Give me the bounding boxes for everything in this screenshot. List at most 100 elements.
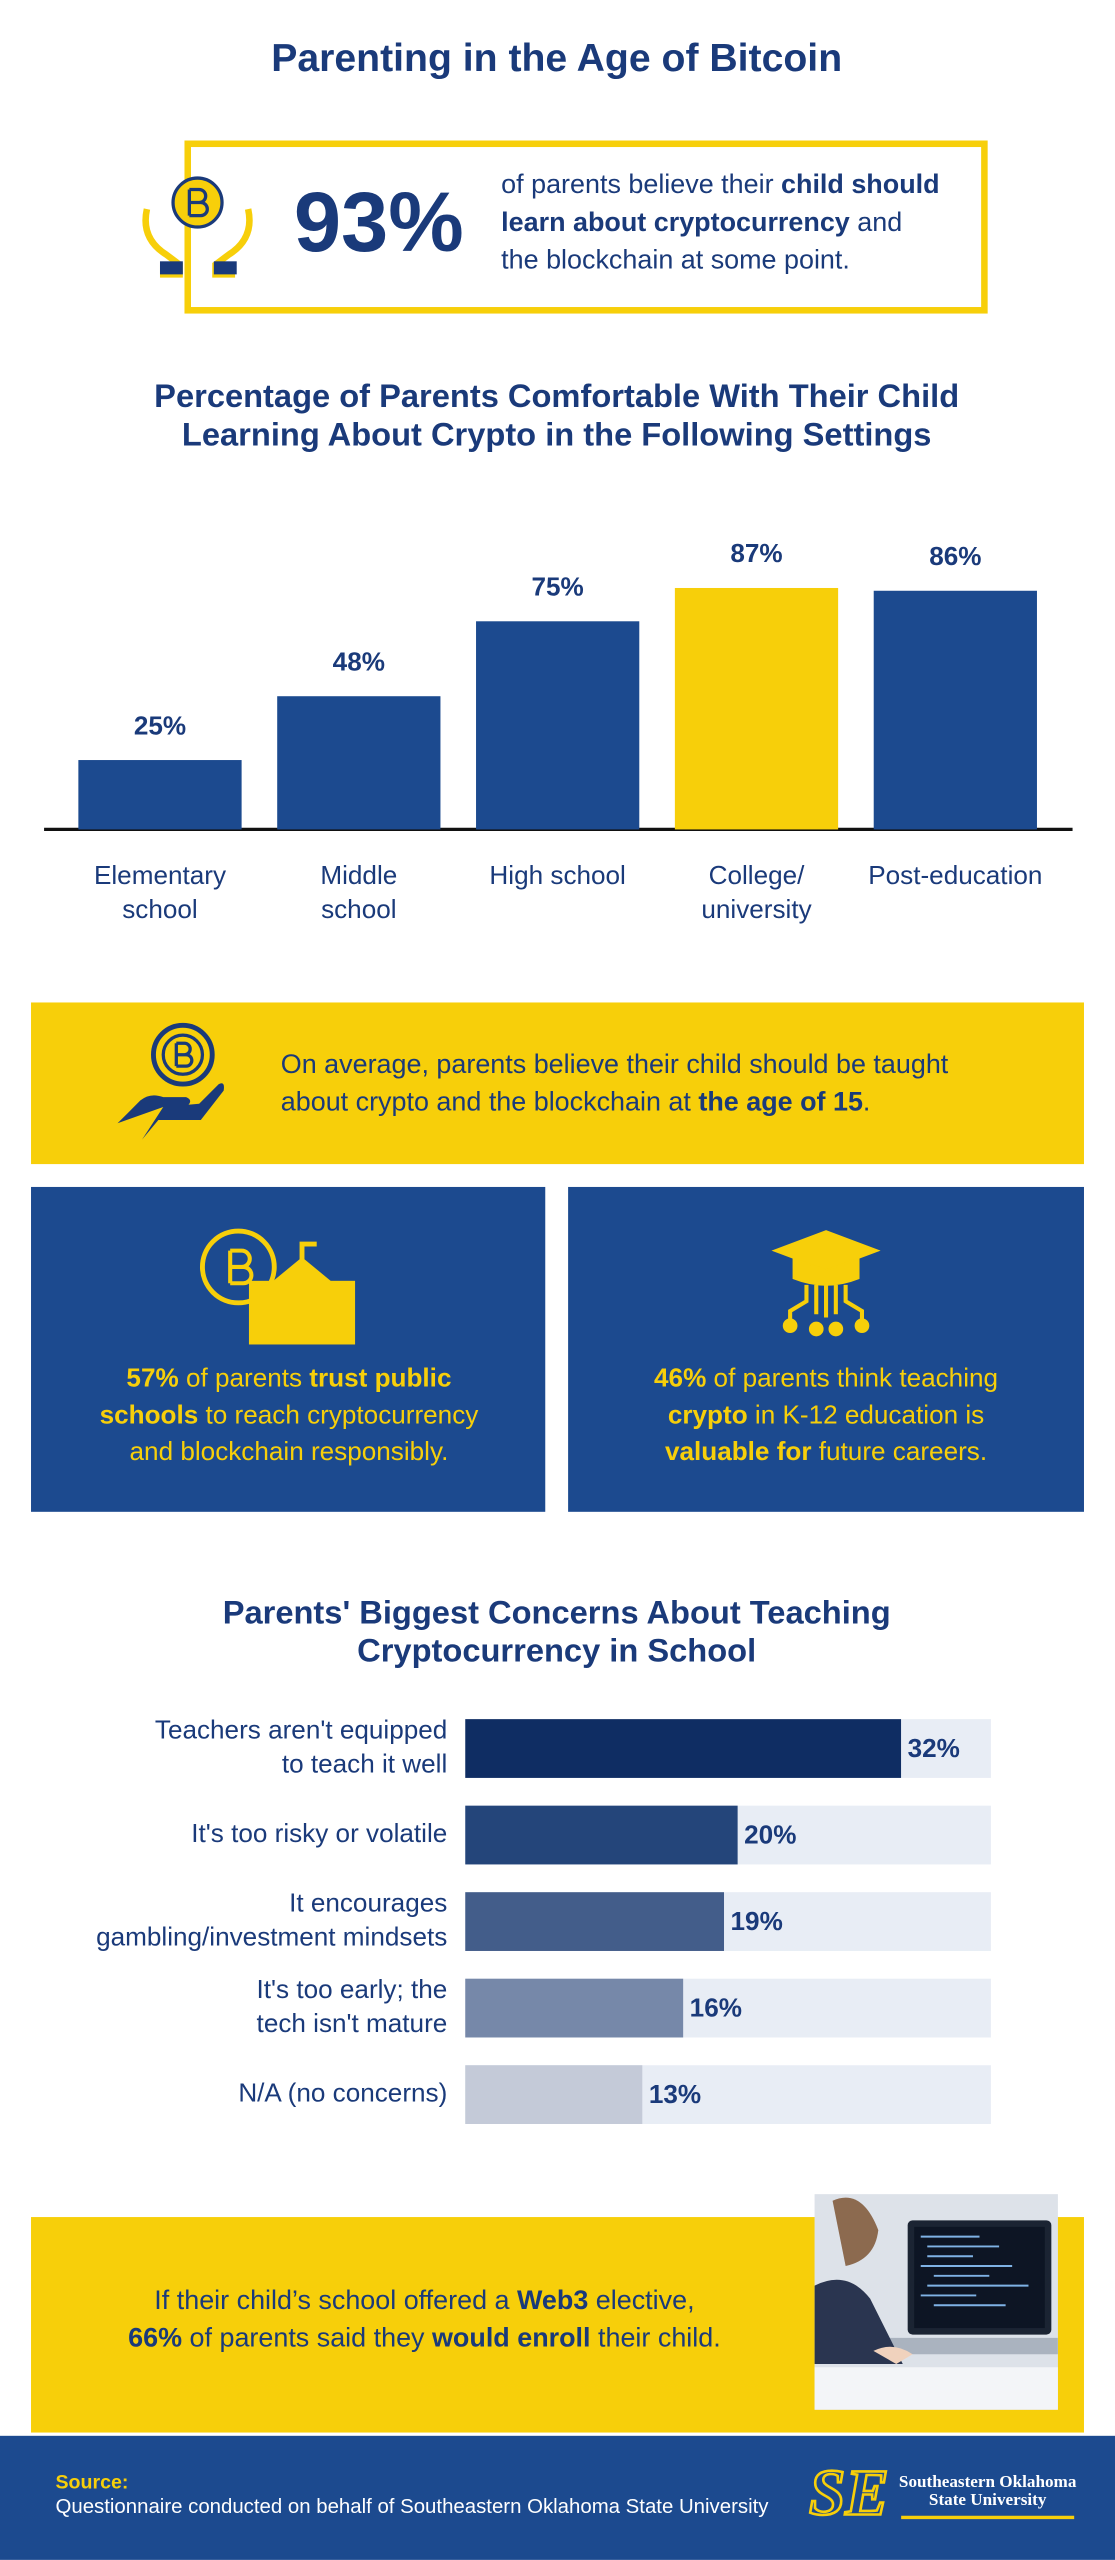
value-label: 16% [690, 1993, 742, 2023]
text-run: of parents [179, 1362, 310, 1392]
category-label: Post-education [868, 860, 1042, 890]
text-run: their child. [591, 2323, 721, 2353]
bar [465, 2065, 643, 2125]
graduation-icon [771, 1230, 881, 1337]
bar [465, 1719, 902, 1778]
category-label-line: university [701, 894, 811, 924]
text-line: crypto in K-12 education is [668, 1399, 984, 1429]
text-run: of parents said they [182, 2323, 432, 2353]
page-title: Parenting in the Age of Bitcoin [271, 37, 842, 80]
text-run: about crypto and the blockchain at [281, 1087, 699, 1117]
text-line: valuable for future careers. [665, 1436, 987, 1466]
value-label: 20% [744, 1820, 796, 1850]
bar [674, 587, 839, 830]
text-line: learn about cryptocurrency and [501, 207, 902, 237]
text-run: trust public [309, 1362, 451, 1392]
value-label: 32% [908, 1733, 960, 1763]
source-label: Source: [56, 2471, 129, 2493]
text-line: the blockchain at some point. [501, 244, 850, 274]
value-label: 87% [730, 538, 782, 568]
hand-coin-icon [117, 1022, 224, 1140]
chart-title: Learning About Crypto in the Following S… [182, 415, 931, 452]
category-label: It encourages gambling/investment mindset… [96, 1887, 447, 1951]
category-label: High school [489, 860, 625, 890]
category-label: Elementary school [94, 860, 226, 924]
text-run: 57% [126, 1362, 178, 1392]
text-run: of parents think teaching [706, 1362, 998, 1392]
text-run: 66% [128, 2323, 182, 2353]
bar [873, 590, 1037, 830]
text-run: child should [781, 169, 940, 199]
category-label: Middle school [320, 860, 397, 924]
text-run: 46% [654, 1362, 706, 1392]
value-label: 48% [333, 646, 385, 676]
text-line: 57% of parents trust public [126, 1362, 451, 1392]
text-line: schools to reach cryptocurrency [100, 1399, 479, 1429]
text-run: to reach cryptocurrency [198, 1399, 478, 1429]
category-label-line: school [122, 894, 197, 924]
text-run: and blockchain responsibly. [130, 1436, 449, 1466]
text-run: of parents believe their [501, 169, 781, 199]
category-label-line: gambling/investment mindsets [96, 1922, 447, 1952]
stat-box [184, 140, 988, 314]
value-label: 25% [134, 710, 186, 740]
text-line: and blockchain responsibly. [130, 1436, 449, 1466]
category-label: It's too early; the tech isn't mature [257, 1974, 448, 2038]
value-label: 75% [532, 572, 584, 602]
bar [465, 1978, 684, 2038]
text-run: the age of 15 [698, 1087, 863, 1117]
category-label: College/university [701, 860, 811, 924]
text-run: schools [100, 1399, 199, 1429]
text-line: 66% of parents said they would enroll th… [128, 2323, 721, 2353]
text-run: would enroll [431, 2323, 591, 2353]
text-line: On average, parents believe their child … [281, 1049, 949, 1079]
text-run: elective, [588, 2285, 694, 2315]
text-line: about crypto and the blockchain at the a… [281, 1087, 871, 1117]
category-label-line: It encourages [289, 1887, 447, 1917]
text-run: . [863, 1087, 870, 1117]
text-run: future careers. [812, 1436, 988, 1466]
photo [814, 2194, 1058, 2410]
text-line: If their child’s school offered a Web3 e… [154, 2285, 694, 2315]
text-run: valuable for [665, 1436, 812, 1466]
logo-monogram: SE [809, 2457, 889, 2529]
text-run: in K-12 education is [748, 1399, 985, 1429]
bar [465, 1805, 738, 1865]
category-label-line: N/A (no concerns) [238, 2078, 447, 2108]
text-line: 46% of parents think teaching [654, 1362, 998, 1392]
chart-title: Percentage of Parents Comfortable With T… [154, 377, 959, 414]
category-label: Teachers aren't equipped to teach it well [155, 1714, 447, 1778]
source-text: Questionnaire conducted on behalf of Sou… [56, 2496, 770, 2518]
bar [476, 621, 640, 830]
category-label-line: It's too risky or volatile [191, 1818, 447, 1848]
chart-title: Cryptocurrency in School [357, 1632, 756, 1669]
category-label-line: Post-education [868, 860, 1042, 890]
text-run: On average, parents believe their child … [281, 1049, 949, 1079]
category-label-line: Middle [320, 860, 397, 890]
text-run: and [850, 207, 902, 237]
chart-title: Parents' Biggest Concerns About Teaching [223, 1593, 891, 1630]
bar [277, 696, 441, 830]
category-label-line: Teachers aren't equipped [155, 1714, 447, 1744]
category-label-line: It's too early; the [257, 1974, 448, 2004]
category-label-line: tech isn't mature [257, 2008, 448, 2038]
text-run: Web3 [517, 2285, 588, 2315]
age-callout-box [31, 1002, 1084, 1165]
bar [465, 1892, 725, 1951]
stat-card [31, 1186, 546, 1512]
hands-coin-icon [142, 176, 253, 278]
category-label: It's too risky or volatile [191, 1818, 447, 1848]
category-label-line: High school [489, 860, 625, 890]
footer [0, 2435, 1115, 2560]
category-label-line: College/ [709, 860, 806, 890]
bar [78, 760, 242, 830]
headline-value: 93% [294, 174, 464, 269]
text-run: crypto [668, 1399, 748, 1429]
text-run: learn about cryptocurrency [501, 207, 850, 237]
value-label: 19% [731, 1906, 783, 1936]
text-run: the blockchain at some point. [501, 244, 850, 274]
category-label: N/A (no concerns) [238, 2078, 447, 2108]
category-label-line: school [321, 894, 396, 924]
